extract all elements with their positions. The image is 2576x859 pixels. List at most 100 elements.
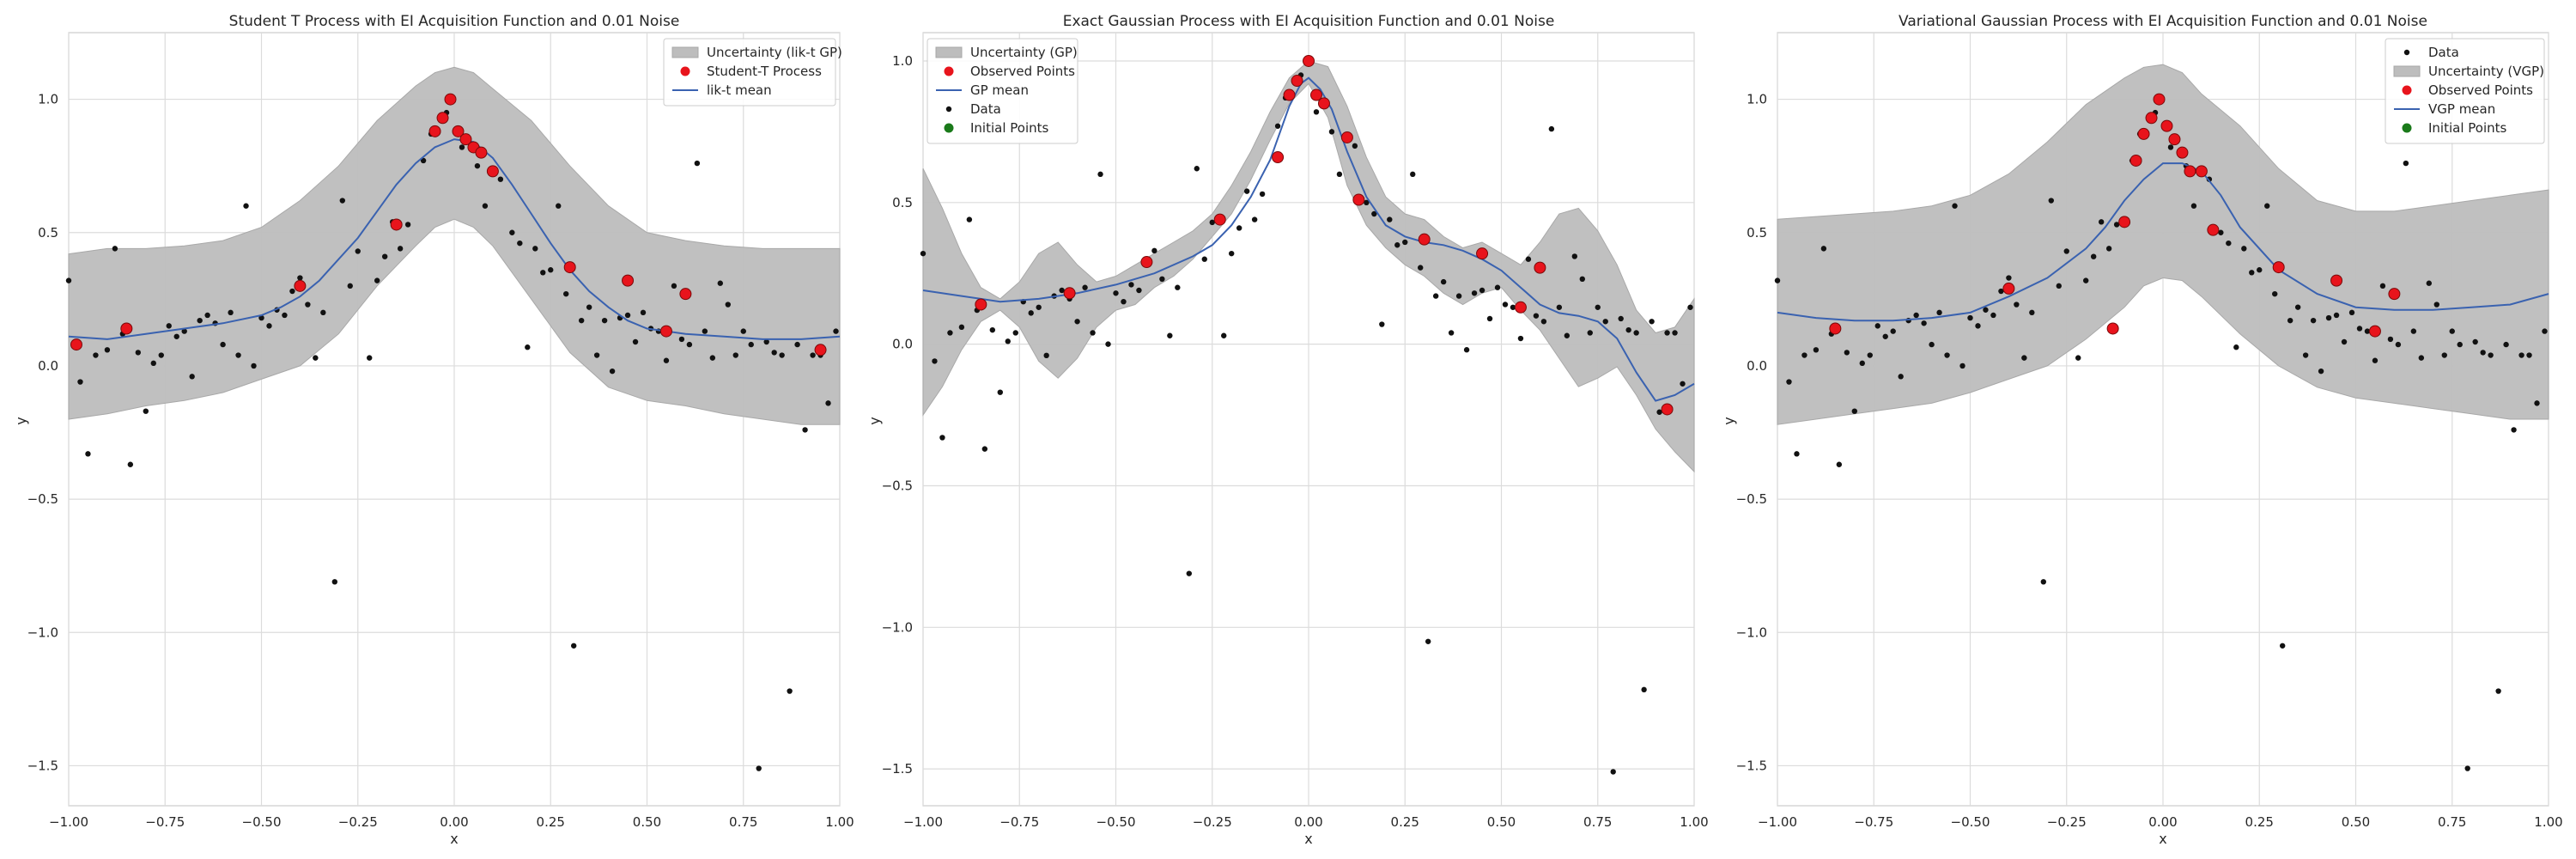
data-point xyxy=(497,176,504,182)
data-point xyxy=(77,379,83,385)
data-point xyxy=(1571,253,1578,259)
data-point xyxy=(947,330,953,336)
data-point xyxy=(2495,688,2501,694)
data-point xyxy=(1418,265,1424,271)
data-point xyxy=(517,240,523,247)
data-point xyxy=(1136,287,1142,294)
data-point xyxy=(540,270,546,276)
data-point xyxy=(1097,171,1103,178)
observed-points xyxy=(70,93,827,356)
data-point xyxy=(143,408,149,414)
data-point xyxy=(1274,123,1281,129)
observed-point xyxy=(1514,301,1527,314)
observed-point xyxy=(2106,322,2119,335)
y-tick-label: 1.0 xyxy=(1747,92,1767,107)
data-point xyxy=(1479,287,1485,294)
observed-point xyxy=(1283,88,1296,101)
legend: Uncertainty (lik-t GP) Student-T Process l… xyxy=(663,38,842,107)
observed-point xyxy=(1213,213,1226,226)
data-point xyxy=(1201,256,1207,262)
panel-exact-gp: Exact Gaussian Process with EI Acquisiti… xyxy=(866,13,1709,847)
data-point xyxy=(1874,323,1880,329)
data-point xyxy=(2534,400,2540,406)
legend: Uncertainty (GP) Observed Points GP mean Da… xyxy=(927,38,1078,144)
data-point xyxy=(2503,341,2509,348)
data-point xyxy=(2310,317,2317,324)
observed-point xyxy=(1476,247,1489,260)
data-point xyxy=(320,309,326,316)
data-point xyxy=(1579,276,1585,283)
data-point xyxy=(2249,270,2255,276)
data-point xyxy=(1913,312,1919,319)
data-point xyxy=(2518,352,2524,358)
mean-line xyxy=(68,138,841,340)
data-point xyxy=(374,277,380,283)
data-point xyxy=(2410,328,2417,334)
data-point xyxy=(1959,362,1965,369)
data-point xyxy=(2294,304,2301,310)
data-point xyxy=(1867,352,1873,358)
legend-swatch-band xyxy=(2393,65,2421,77)
data-point xyxy=(2021,355,2027,361)
data-point xyxy=(694,160,701,167)
legend-swatch-band xyxy=(935,46,963,58)
data-point xyxy=(2426,280,2433,286)
data-point xyxy=(756,765,762,771)
y-tick-label: 1.0 xyxy=(892,53,913,69)
observed-point xyxy=(679,288,692,301)
data-point xyxy=(2218,229,2224,235)
x-tick-label: −1.00 xyxy=(903,814,943,830)
data-point xyxy=(1882,333,1888,339)
data-point xyxy=(1410,171,1416,178)
data-point xyxy=(2449,328,2455,334)
x-tick-label: 0.00 xyxy=(2148,814,2177,830)
mean-line xyxy=(1777,162,2549,322)
data-point xyxy=(709,355,716,361)
y-tick-label: −0.5 xyxy=(1736,491,1767,507)
data-point xyxy=(1502,302,1509,308)
observed-point xyxy=(428,125,441,137)
data-point xyxy=(381,253,388,259)
data-point xyxy=(2364,328,2371,334)
panel-title: Variational Gaussian Process with EI Acq… xyxy=(1899,13,2427,30)
data-point xyxy=(1998,288,2004,295)
observed-point xyxy=(1063,287,1076,300)
data-point xyxy=(1820,246,1827,252)
observed-points xyxy=(1829,93,2401,338)
data-point xyxy=(1005,338,1011,344)
data-point xyxy=(339,198,345,204)
data-point xyxy=(355,248,361,254)
observed-point xyxy=(2160,119,2173,132)
data-point xyxy=(1813,347,1820,353)
data-point xyxy=(1105,341,1111,347)
data-point xyxy=(1641,686,1647,693)
y-tick-label: −1.0 xyxy=(882,619,913,635)
data-point xyxy=(2083,277,2089,283)
legend-label: VGP mean xyxy=(2428,101,2495,117)
data-point xyxy=(833,328,839,334)
data-point xyxy=(624,312,631,319)
observed-point xyxy=(70,338,82,351)
legend-swatch-marker xyxy=(945,106,952,113)
y-tick-label: −1.0 xyxy=(27,624,58,640)
data-point xyxy=(1486,315,1493,322)
x-tick-label: 1.00 xyxy=(825,814,854,830)
data-point xyxy=(1610,769,1616,775)
data-point xyxy=(282,312,288,319)
data-point xyxy=(1012,330,1018,336)
data-point xyxy=(678,336,685,343)
y-axis-label: y xyxy=(1721,417,1737,424)
data-point xyxy=(2433,302,2439,308)
data-point xyxy=(2457,341,2463,348)
observed-point xyxy=(436,112,449,125)
data-point xyxy=(2257,267,2263,273)
data-point xyxy=(85,451,91,457)
data-point xyxy=(367,355,373,361)
data-point xyxy=(404,222,411,228)
data-point xyxy=(104,347,111,353)
observed-points xyxy=(975,54,1674,416)
observed-point xyxy=(1272,151,1285,164)
data-point xyxy=(135,350,142,356)
data-point xyxy=(1664,330,1670,336)
data-point xyxy=(1494,284,1501,290)
